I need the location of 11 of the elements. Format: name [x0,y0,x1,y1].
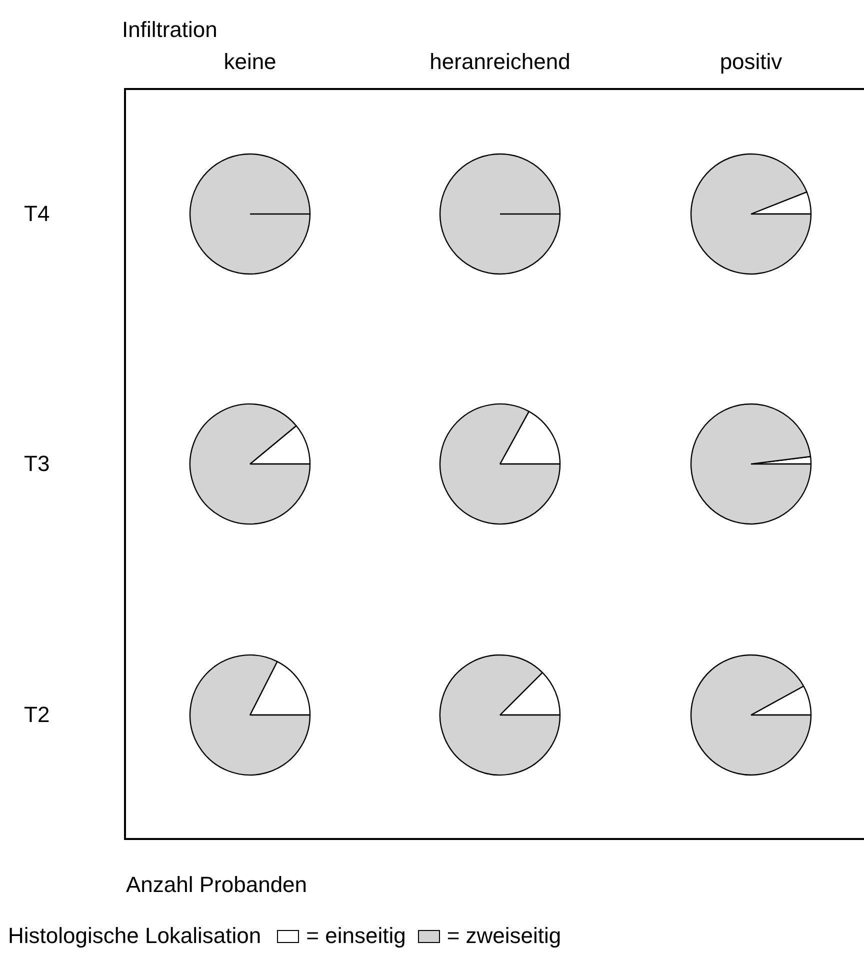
chart-title: keine [222,49,278,75]
text: Anzahl Probanden [126,872,308,898]
text: T2 [24,702,50,728]
chart-title: heranreichend [428,49,572,75]
text: Infiltration [122,17,218,43]
text: T4 [24,201,50,227]
legend-label: = zweiseitig [446,923,562,949]
legend-title: Histologische Lokalisation [8,923,262,949]
legend-label: = einseitig [306,923,406,949]
chart-title: positiv [718,49,784,75]
text: T3 [24,451,50,477]
